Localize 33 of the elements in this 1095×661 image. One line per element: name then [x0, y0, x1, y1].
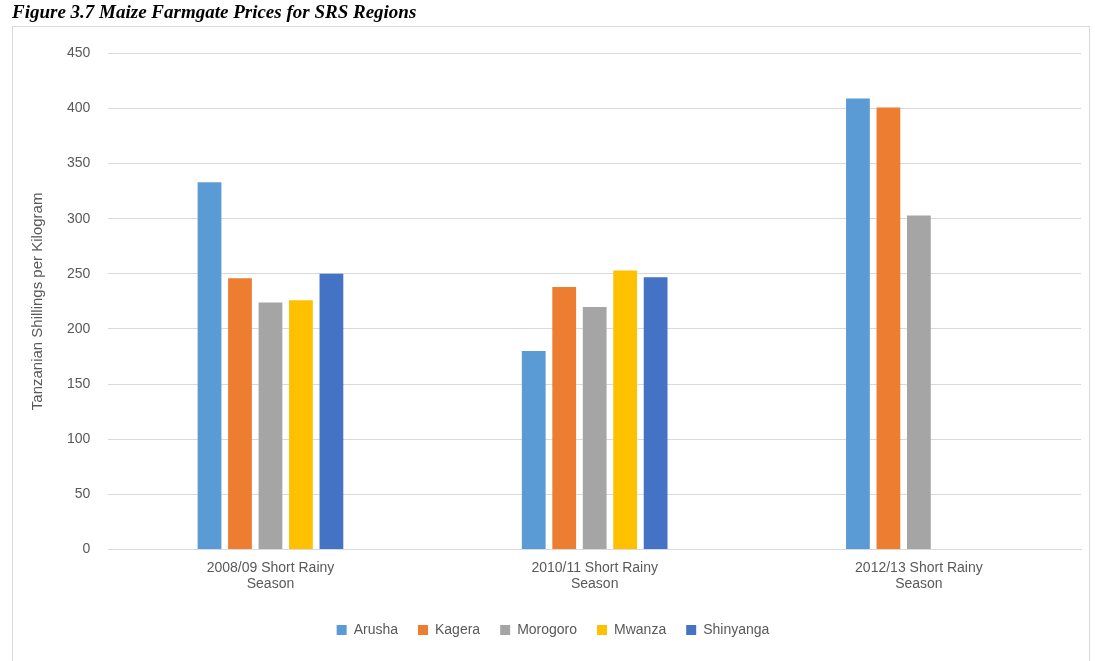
- chart-title: Figure 3.7 Maize Farmgate Prices for SRS Regions: [12, 0, 417, 24]
- y-tick-label: 350: [67, 154, 91, 171]
- y-tick-label: 50: [74, 485, 91, 502]
- legend-label: Kagera: [435, 620, 481, 637]
- x-tick-label: 2012/13 Short Rainy Season: [855, 558, 983, 592]
- bar: [907, 215, 931, 549]
- y-tick-label: 450: [67, 44, 91, 61]
- bar: [197, 182, 222, 549]
- bar: [582, 306, 607, 549]
- bar: [846, 98, 870, 549]
- bar: [876, 107, 901, 549]
- bar: [319, 273, 344, 549]
- legend-label: Shinyanga: [703, 620, 770, 637]
- bar: [643, 277, 668, 549]
- bar: [289, 300, 313, 549]
- bar: [258, 302, 283, 549]
- x-tick-label: 2010/11 Short Rainy Season: [531, 558, 658, 592]
- bar: [228, 278, 252, 549]
- legend-label: Mwanza: [614, 620, 667, 637]
- x-tick-label: 2008/09 Short Rainy Season: [206, 558, 335, 592]
- y-tick-label: 200: [67, 319, 91, 336]
- bar: [613, 270, 638, 549]
- y-tick-label: 100: [67, 430, 91, 447]
- legend-label: Arusha: [353, 620, 399, 637]
- y-tick-label: 0: [82, 540, 91, 557]
- legend-label: Morogoro: [517, 620, 578, 637]
- y-tick-label: 400: [67, 99, 91, 116]
- bar: [521, 351, 546, 549]
- bar: [552, 287, 577, 549]
- y-tick-label: 150: [67, 374, 91, 391]
- y-axis-title: Tanzanian Shillings per Kilogram: [28, 192, 46, 411]
- y-tick-label: 300: [67, 209, 91, 226]
- y-tick-label: 250: [67, 264, 91, 281]
